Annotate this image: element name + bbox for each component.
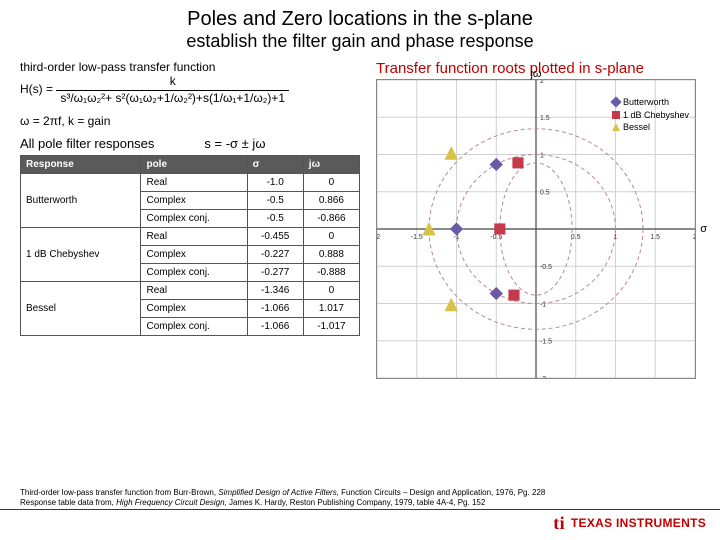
jw-cell: 0 bbox=[303, 282, 359, 300]
omega-note: ω = 2πf, k = gain bbox=[20, 114, 370, 128]
svg-text:1.5: 1.5 bbox=[540, 115, 550, 122]
svg-text:0.5: 0.5 bbox=[540, 190, 550, 197]
footnote2-a: Response table data from, bbox=[20, 498, 116, 507]
svg-text:-2: -2 bbox=[377, 234, 380, 241]
footer-bar: ti TEXAS INSTRUMENTS bbox=[0, 512, 720, 534]
svg-text:2: 2 bbox=[540, 80, 544, 85]
pole-cell: Real bbox=[141, 282, 247, 300]
jw-cell: 0 bbox=[303, 228, 359, 246]
svg-text:-1.5: -1.5 bbox=[540, 339, 552, 346]
page-title-main: Poles and Zero locations in the s-plane bbox=[20, 8, 700, 31]
table-header: σ bbox=[247, 156, 303, 174]
legend-label: Butterworth bbox=[623, 96, 669, 109]
jw-cell: -1.017 bbox=[303, 318, 359, 336]
footnote1-i: Simplified Design of Active Filters, bbox=[218, 488, 339, 497]
legend-item: Bessel bbox=[612, 121, 689, 134]
tf-lhs: H(s) = bbox=[20, 82, 53, 98]
response-table: Responsepoleσjω ButterworthReal-1.00Comp… bbox=[20, 155, 360, 336]
table-header: pole bbox=[141, 156, 247, 174]
allpole-label: All pole filter responses bbox=[20, 136, 154, 151]
sigma-cell: -1.066 bbox=[247, 318, 303, 336]
sigma-cell: -0.227 bbox=[247, 246, 303, 264]
sigma-cell: -1.066 bbox=[247, 300, 303, 318]
jw-cell: 1.017 bbox=[303, 300, 359, 318]
pole-cell: Complex conj. bbox=[141, 210, 247, 228]
pole-cell: Complex conj. bbox=[141, 264, 247, 282]
svg-text:-1.5: -1.5 bbox=[411, 234, 423, 241]
pole-cell: Complex bbox=[141, 192, 247, 210]
footer-rule bbox=[0, 509, 720, 510]
svg-text:1: 1 bbox=[614, 234, 618, 241]
sigma-cell: -0.277 bbox=[247, 264, 303, 282]
legend-label: 1 dB Chebyshev bbox=[623, 109, 689, 122]
jw-cell: 0 bbox=[303, 174, 359, 192]
legend-swatch-icon bbox=[612, 123, 620, 131]
sigma-cell: -1.346 bbox=[247, 282, 303, 300]
sigma-cell: -0.5 bbox=[247, 210, 303, 228]
pole-cell: Complex bbox=[141, 300, 247, 318]
ti-badge-icon: ti bbox=[553, 514, 565, 532]
svg-text:2: 2 bbox=[693, 234, 695, 241]
ti-logo: ti TEXAS INSTRUMENTS bbox=[553, 514, 706, 532]
legend-item: Butterworth bbox=[612, 96, 689, 109]
footnote1-b: Function Circuits – Design and Applicati… bbox=[339, 488, 545, 497]
footnote2-i: High Frequency Circuit Design, bbox=[116, 498, 227, 507]
transfer-function: H(s) = k s³/ω₁ω₂²+ s²(ω₁ω₂+1/ω₂²)+s(1/ω₁… bbox=[20, 74, 370, 106]
svg-text:1.5: 1.5 bbox=[650, 234, 660, 241]
footnote1-a: Third-order low-pass transfer function f… bbox=[20, 488, 218, 497]
tf-label: third-order low-pass transfer function bbox=[20, 60, 370, 74]
svg-text:-2: -2 bbox=[540, 376, 546, 378]
jw-cell: -0.888 bbox=[303, 264, 359, 282]
table-row: ButterworthReal-1.00 bbox=[21, 174, 360, 192]
s-equation: s = -σ ± jω bbox=[204, 136, 265, 151]
svg-text:-0.5: -0.5 bbox=[540, 264, 552, 271]
table-row: BesselReal-1.3460 bbox=[21, 282, 360, 300]
pole-cell: Complex conj. bbox=[141, 318, 247, 336]
page-title-sub: establish the filter gain and phase resp… bbox=[20, 31, 700, 52]
tf-numerator: k bbox=[56, 74, 289, 90]
legend-item: 1 dB Chebyshev bbox=[612, 109, 689, 122]
svg-text:1: 1 bbox=[540, 152, 544, 159]
splane-plot: jω σ -2-1.5-1-0.50.511.52-2-1.5-1-0.50.5… bbox=[376, 79, 696, 379]
axis-label-jw: jω bbox=[530, 68, 541, 80]
response-name-cell: Bessel bbox=[21, 282, 141, 336]
plot-legend: Butterworth1 dB ChebyshevBessel bbox=[612, 96, 689, 134]
tf-denominator: s³/ω₁ω₂²+ s²(ω₁ω₂+1/ω₂²)+s(1/ω₁+1/ω₂)+1 bbox=[56, 90, 289, 107]
jw-cell: 0.888 bbox=[303, 246, 359, 264]
sigma-cell: -1.0 bbox=[247, 174, 303, 192]
table-row: 1 dB ChebyshevReal-0.4550 bbox=[21, 228, 360, 246]
svg-text:0.5: 0.5 bbox=[571, 234, 581, 241]
sigma-cell: -0.5 bbox=[247, 192, 303, 210]
footnote2-b: James K. Hardy, Reston Publishing Compan… bbox=[227, 498, 486, 507]
plot-title: Transfer function roots plotted in s-pla… bbox=[376, 60, 708, 77]
legend-swatch-icon bbox=[610, 97, 621, 108]
legend-label: Bessel bbox=[623, 121, 650, 134]
pole-cell: Real bbox=[141, 174, 247, 192]
response-name-cell: 1 dB Chebyshev bbox=[21, 228, 141, 282]
jw-cell: -0.866 bbox=[303, 210, 359, 228]
jw-cell: 0.866 bbox=[303, 192, 359, 210]
axis-label-sigma: σ bbox=[700, 223, 707, 235]
pole-cell: Complex bbox=[141, 246, 247, 264]
response-name-cell: Butterworth bbox=[21, 174, 141, 228]
ti-logo-text: TEXAS INSTRUMENTS bbox=[571, 516, 706, 530]
table-header: jω bbox=[303, 156, 359, 174]
pole-cell: Real bbox=[141, 228, 247, 246]
sigma-cell: -0.455 bbox=[247, 228, 303, 246]
legend-swatch-icon bbox=[612, 111, 620, 119]
footnotes: Third-order low-pass transfer function f… bbox=[20, 488, 700, 508]
table-header: Response bbox=[21, 156, 141, 174]
